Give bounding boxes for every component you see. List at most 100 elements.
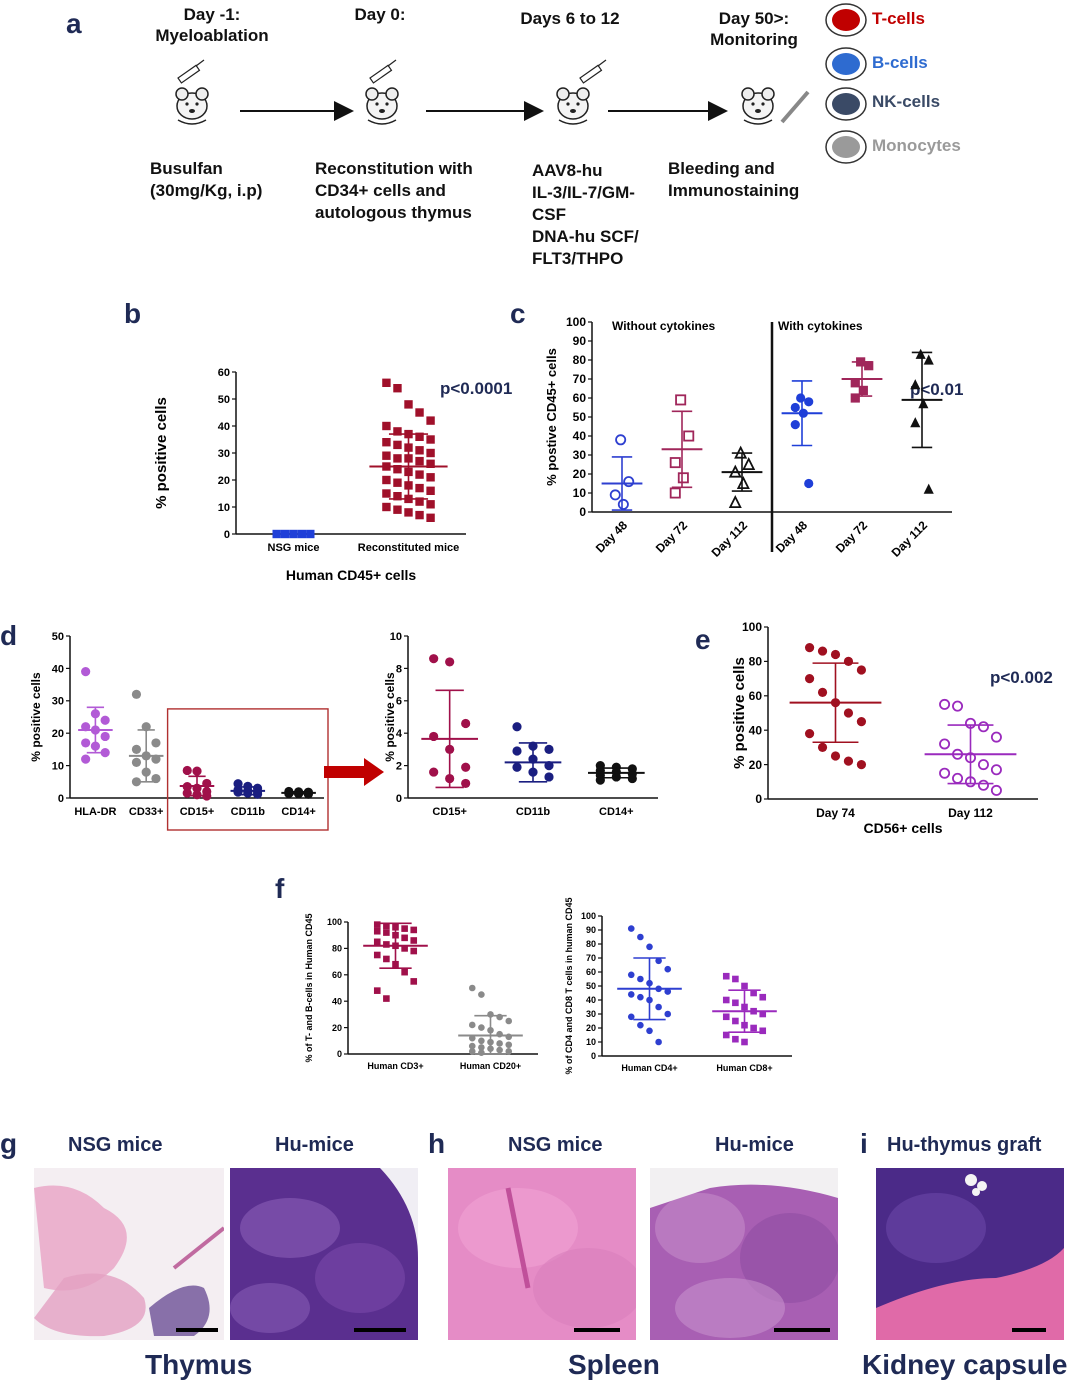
- panel-label-a: a: [66, 8, 82, 39]
- data-point: [990, 731, 1002, 743]
- series-3: [230, 779, 266, 799]
- data-point: [382, 378, 391, 387]
- chart-d2: 0 2 4 6 8 10 % positive cells CD15+ CD11b CD14+: [383, 631, 658, 818]
- data-point: [401, 925, 408, 932]
- data-point: [393, 454, 402, 463]
- data-point: [856, 760, 867, 770]
- y-tick-label: 80: [332, 944, 342, 954]
- y-tick-label: 4: [396, 728, 403, 740]
- y-tick-label: 20: [586, 1023, 596, 1033]
- y-tick-label: 50: [586, 981, 596, 991]
- y-axis-label: % of CD4 and CD8 T cells in human CD45: [564, 897, 574, 1074]
- panel-label-d: d: [0, 620, 18, 651]
- data-point: [655, 1038, 662, 1046]
- y-tick-label: 50: [218, 394, 230, 406]
- data-point: [393, 465, 402, 474]
- data-point: [383, 955, 390, 963]
- data-point: [675, 394, 687, 406]
- y-tick-label: 10: [218, 502, 230, 514]
- organ-label-spleen: Spleen: [568, 1349, 660, 1380]
- data-point: [151, 738, 161, 748]
- data-point: [382, 489, 391, 498]
- x-tick-label: Day 112: [948, 806, 993, 820]
- series-1: [712, 972, 777, 1046]
- data-point: [817, 646, 828, 656]
- chart-b: 0 10 20 30 40 50 60 % positive cells NSG mice Rec…: [153, 367, 512, 583]
- x-tick-label: CD11b: [231, 806, 266, 818]
- data-point: [383, 922, 390, 930]
- series-0: [789, 643, 882, 770]
- x-tick-label: Day 72: [833, 518, 870, 555]
- data-point: [461, 778, 471, 789]
- h-left-title: NSG mice: [508, 1134, 603, 1156]
- y-tick-label: 0: [579, 505, 586, 519]
- data-point: [393, 478, 402, 487]
- step1-title-line2: Myeloablation: [155, 26, 269, 45]
- data-point: [617, 498, 629, 510]
- y-tick-label: 6: [396, 696, 402, 708]
- data-point: [856, 717, 867, 727]
- y-tick-label: 0: [591, 1051, 596, 1061]
- data-point: [410, 926, 418, 934]
- data-point: [627, 773, 637, 784]
- y-tick-label: 60: [573, 391, 587, 405]
- y-tick-label: 20: [749, 758, 763, 772]
- data-point: [426, 416, 435, 425]
- series-1: [924, 698, 1017, 796]
- data-point: [732, 999, 739, 1007]
- histology-spleen-nsg: [448, 1168, 636, 1340]
- y-tick-label: 30: [586, 1009, 596, 1019]
- step1-desc-line: (30mg/Kg, i.p): [150, 181, 263, 200]
- data-point: [478, 1037, 485, 1045]
- i-title: Hu-thymus graft: [887, 1134, 1042, 1156]
- y-tick-label: 100: [742, 620, 762, 634]
- y-tick-label: 70: [573, 372, 587, 386]
- x-tick-label: Human CD4+: [621, 1063, 677, 1073]
- y-axis-label: % positive cells: [731, 657, 748, 769]
- x-tick-label: NSG mice: [268, 542, 320, 554]
- mouse-icon: [741, 87, 775, 125]
- g-left-title: NSG mice: [68, 1134, 163, 1156]
- data-point: [401, 968, 408, 976]
- data-point: [289, 529, 298, 539]
- data-point: [415, 408, 424, 417]
- data-point: [131, 777, 142, 787]
- data-point: [445, 657, 455, 667]
- data-point: [415, 446, 424, 455]
- step3-desc-line: DNA-hu SCF/: [532, 227, 639, 246]
- data-point: [750, 1024, 757, 1032]
- histology-image: [448, 1168, 636, 1340]
- step4-title-line2: Monitoring: [710, 30, 798, 49]
- data-point: [790, 402, 800, 413]
- series-0: [363, 921, 428, 1002]
- y-axis-label: % positive cells: [383, 672, 397, 762]
- data-point: [382, 502, 391, 512]
- data-point: [202, 791, 212, 801]
- data-point: [383, 941, 390, 948]
- data-point: [461, 718, 471, 729]
- series-5: [901, 348, 943, 494]
- p-value-annotation: p<0.0001: [440, 379, 512, 398]
- data-point: [505, 1048, 513, 1055]
- legend-label-nk-cells: NK-cells: [872, 92, 941, 111]
- data-point: [804, 729, 815, 739]
- data-point: [512, 722, 522, 732]
- y-tick-label: 10: [573, 486, 587, 500]
- data-point: [850, 393, 860, 403]
- series-1: [369, 378, 448, 522]
- step4-title-line1: Day 50>:: [718, 9, 790, 28]
- legend-label-monocytes: Monocytes: [872, 136, 961, 155]
- histology-spleen-hu: [650, 1168, 838, 1340]
- data-point: [151, 773, 161, 784]
- data-point: [461, 762, 471, 772]
- series-1: [458, 984, 523, 1056]
- series-1: [661, 394, 703, 499]
- legend-swatch-b-cells: [825, 47, 867, 81]
- step2-desc: Reconstitution with CD34+ cells and auto…: [315, 158, 473, 224]
- data-point: [415, 432, 424, 441]
- data-point: [505, 1041, 513, 1049]
- data-point: [736, 475, 750, 489]
- y-tick-label: 80: [749, 655, 763, 669]
- data-point: [759, 1010, 767, 1018]
- y-tick-label: 70: [586, 953, 596, 963]
